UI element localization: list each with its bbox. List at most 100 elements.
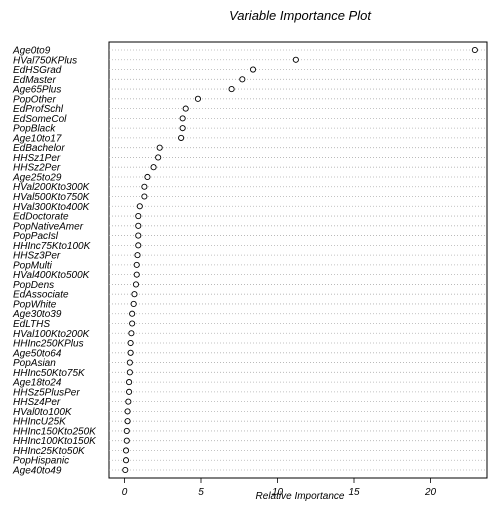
importance-point [150, 164, 157, 171]
x-tick-label: 10 [272, 487, 284, 498]
importance-point [144, 173, 151, 181]
variable-label: PopOther [13, 94, 56, 105]
importance-point [123, 427, 130, 434]
variable-label: Age18to24 [12, 378, 62, 389]
importance-point [471, 46, 478, 54]
importance-point [127, 349, 134, 356]
importance-point [141, 193, 148, 200]
variable-label: HVal200Kto300K [13, 182, 91, 193]
chart-title: Variable Importance Plot [229, 8, 372, 23]
variable-label: EdAssociate [13, 290, 69, 301]
importance-point [141, 183, 148, 190]
variable-label: EdSomeCol [13, 114, 67, 125]
importance-point [126, 388, 133, 395]
variable-label: PopDens [13, 280, 54, 291]
importance-point [178, 134, 185, 141]
x-axis-label: Relative Importance [256, 491, 345, 502]
variable-label: EdHSGrad [13, 65, 62, 76]
importance-point [129, 320, 136, 327]
plot-frame [108, 41, 488, 479]
variable-label: HVal100Kto200K [13, 329, 91, 340]
importance-point [123, 437, 130, 444]
variable-label: Age0to9 [12, 46, 51, 57]
grid-lines [109, 49, 487, 471]
importance-point [122, 447, 130, 454]
variable-label: HVal500Kto750K [13, 192, 91, 203]
variable-label: Age30to39 [12, 309, 62, 320]
importance-point [182, 105, 189, 112]
variable-label: EdBachelor [13, 143, 65, 154]
variable-label: HVal400Kto500K [13, 270, 91, 281]
variable-label: HHInc100Kto150K [13, 436, 97, 447]
variable-label: PopPacIsl [13, 231, 59, 242]
variable-label: Age40to49 [12, 466, 62, 477]
importance-point [134, 252, 141, 259]
variable-label: PopHispanic [13, 456, 69, 467]
variable-label: HVal300Kto400K [13, 202, 91, 213]
variable-label: PopWhite [13, 299, 57, 310]
variable-label: PopNativeAmer [13, 221, 84, 232]
x-tick-label: 0 [122, 487, 128, 498]
variable-label: HHInc250KPlus [13, 339, 84, 350]
variable-label: EdProfSchl [13, 104, 64, 115]
importance-point [133, 261, 140, 268]
variable-label: PopAsian [13, 358, 56, 369]
importance-point [194, 95, 201, 102]
variable-label: PopMulti [13, 260, 53, 271]
importance-point [133, 271, 140, 278]
variable-label: Age65Plus [12, 85, 61, 96]
variable-label: Age25to29 [12, 172, 62, 183]
variable-label: HHInc150Kto250K [13, 426, 97, 437]
importance-point [125, 398, 132, 405]
variable-label: HHSz4Per [13, 397, 61, 408]
variable-label: EdDoctorate [13, 212, 69, 223]
importance-point [249, 66, 257, 73]
importance-point [122, 466, 129, 474]
importance-point [228, 86, 235, 93]
variable-label: HHIncU25K [13, 417, 67, 428]
importance-point [135, 232, 142, 239]
variable-label: HHSz1Per [13, 153, 61, 164]
importance-point [129, 310, 136, 317]
importance-point [126, 359, 133, 366]
importance-point [292, 56, 299, 63]
variable-label: Age50to64 [12, 348, 62, 359]
variable-label: HHSz5PlusPer [13, 387, 80, 398]
y-axis-labels: Age0to9HVal750KPlusEdHSGradEdMasterAge65… [12, 46, 97, 477]
importance-point [124, 418, 131, 425]
variable-label: HHInc75Kto100K [13, 241, 92, 252]
importance-point [122, 457, 130, 464]
importance-point [124, 408, 131, 415]
importance-point [131, 291, 138, 298]
importance-point [135, 222, 142, 229]
x-tick-label: 20 [424, 487, 437, 498]
variable-label: HHInc25Kto50K [13, 446, 86, 457]
importance-point [135, 212, 142, 220]
importance-point [179, 115, 186, 122]
variable-label: EdLTHS [13, 319, 50, 330]
importance-point [239, 76, 246, 83]
importance-point [179, 125, 186, 132]
importance-point [126, 369, 133, 376]
variable-label: HVal0to100K [13, 407, 73, 418]
variable-label: HVal750KPlus [13, 55, 77, 66]
importance-point [136, 203, 143, 210]
importance-point [128, 330, 135, 337]
data-points [122, 46, 478, 474]
variable-label: HHSz3Per [13, 251, 61, 262]
importance-point [135, 242, 142, 249]
importance-point [155, 154, 162, 161]
importance-point [132, 281, 140, 288]
importance-point [127, 339, 134, 347]
x-tick-label: 15 [348, 487, 360, 498]
variable-label: PopBlack [13, 124, 56, 135]
importance-point [156, 144, 163, 151]
importance-point [126, 379, 133, 386]
variable-label: HHInc50Kto75K [13, 368, 86, 379]
variable-label: EdMaster [13, 75, 56, 86]
variable-label: HHSz2Per [13, 163, 61, 174]
importance-point [130, 300, 137, 308]
x-tick-label: 5 [198, 487, 204, 498]
x-axis: 0 5 10 15 20 [122, 478, 437, 498]
